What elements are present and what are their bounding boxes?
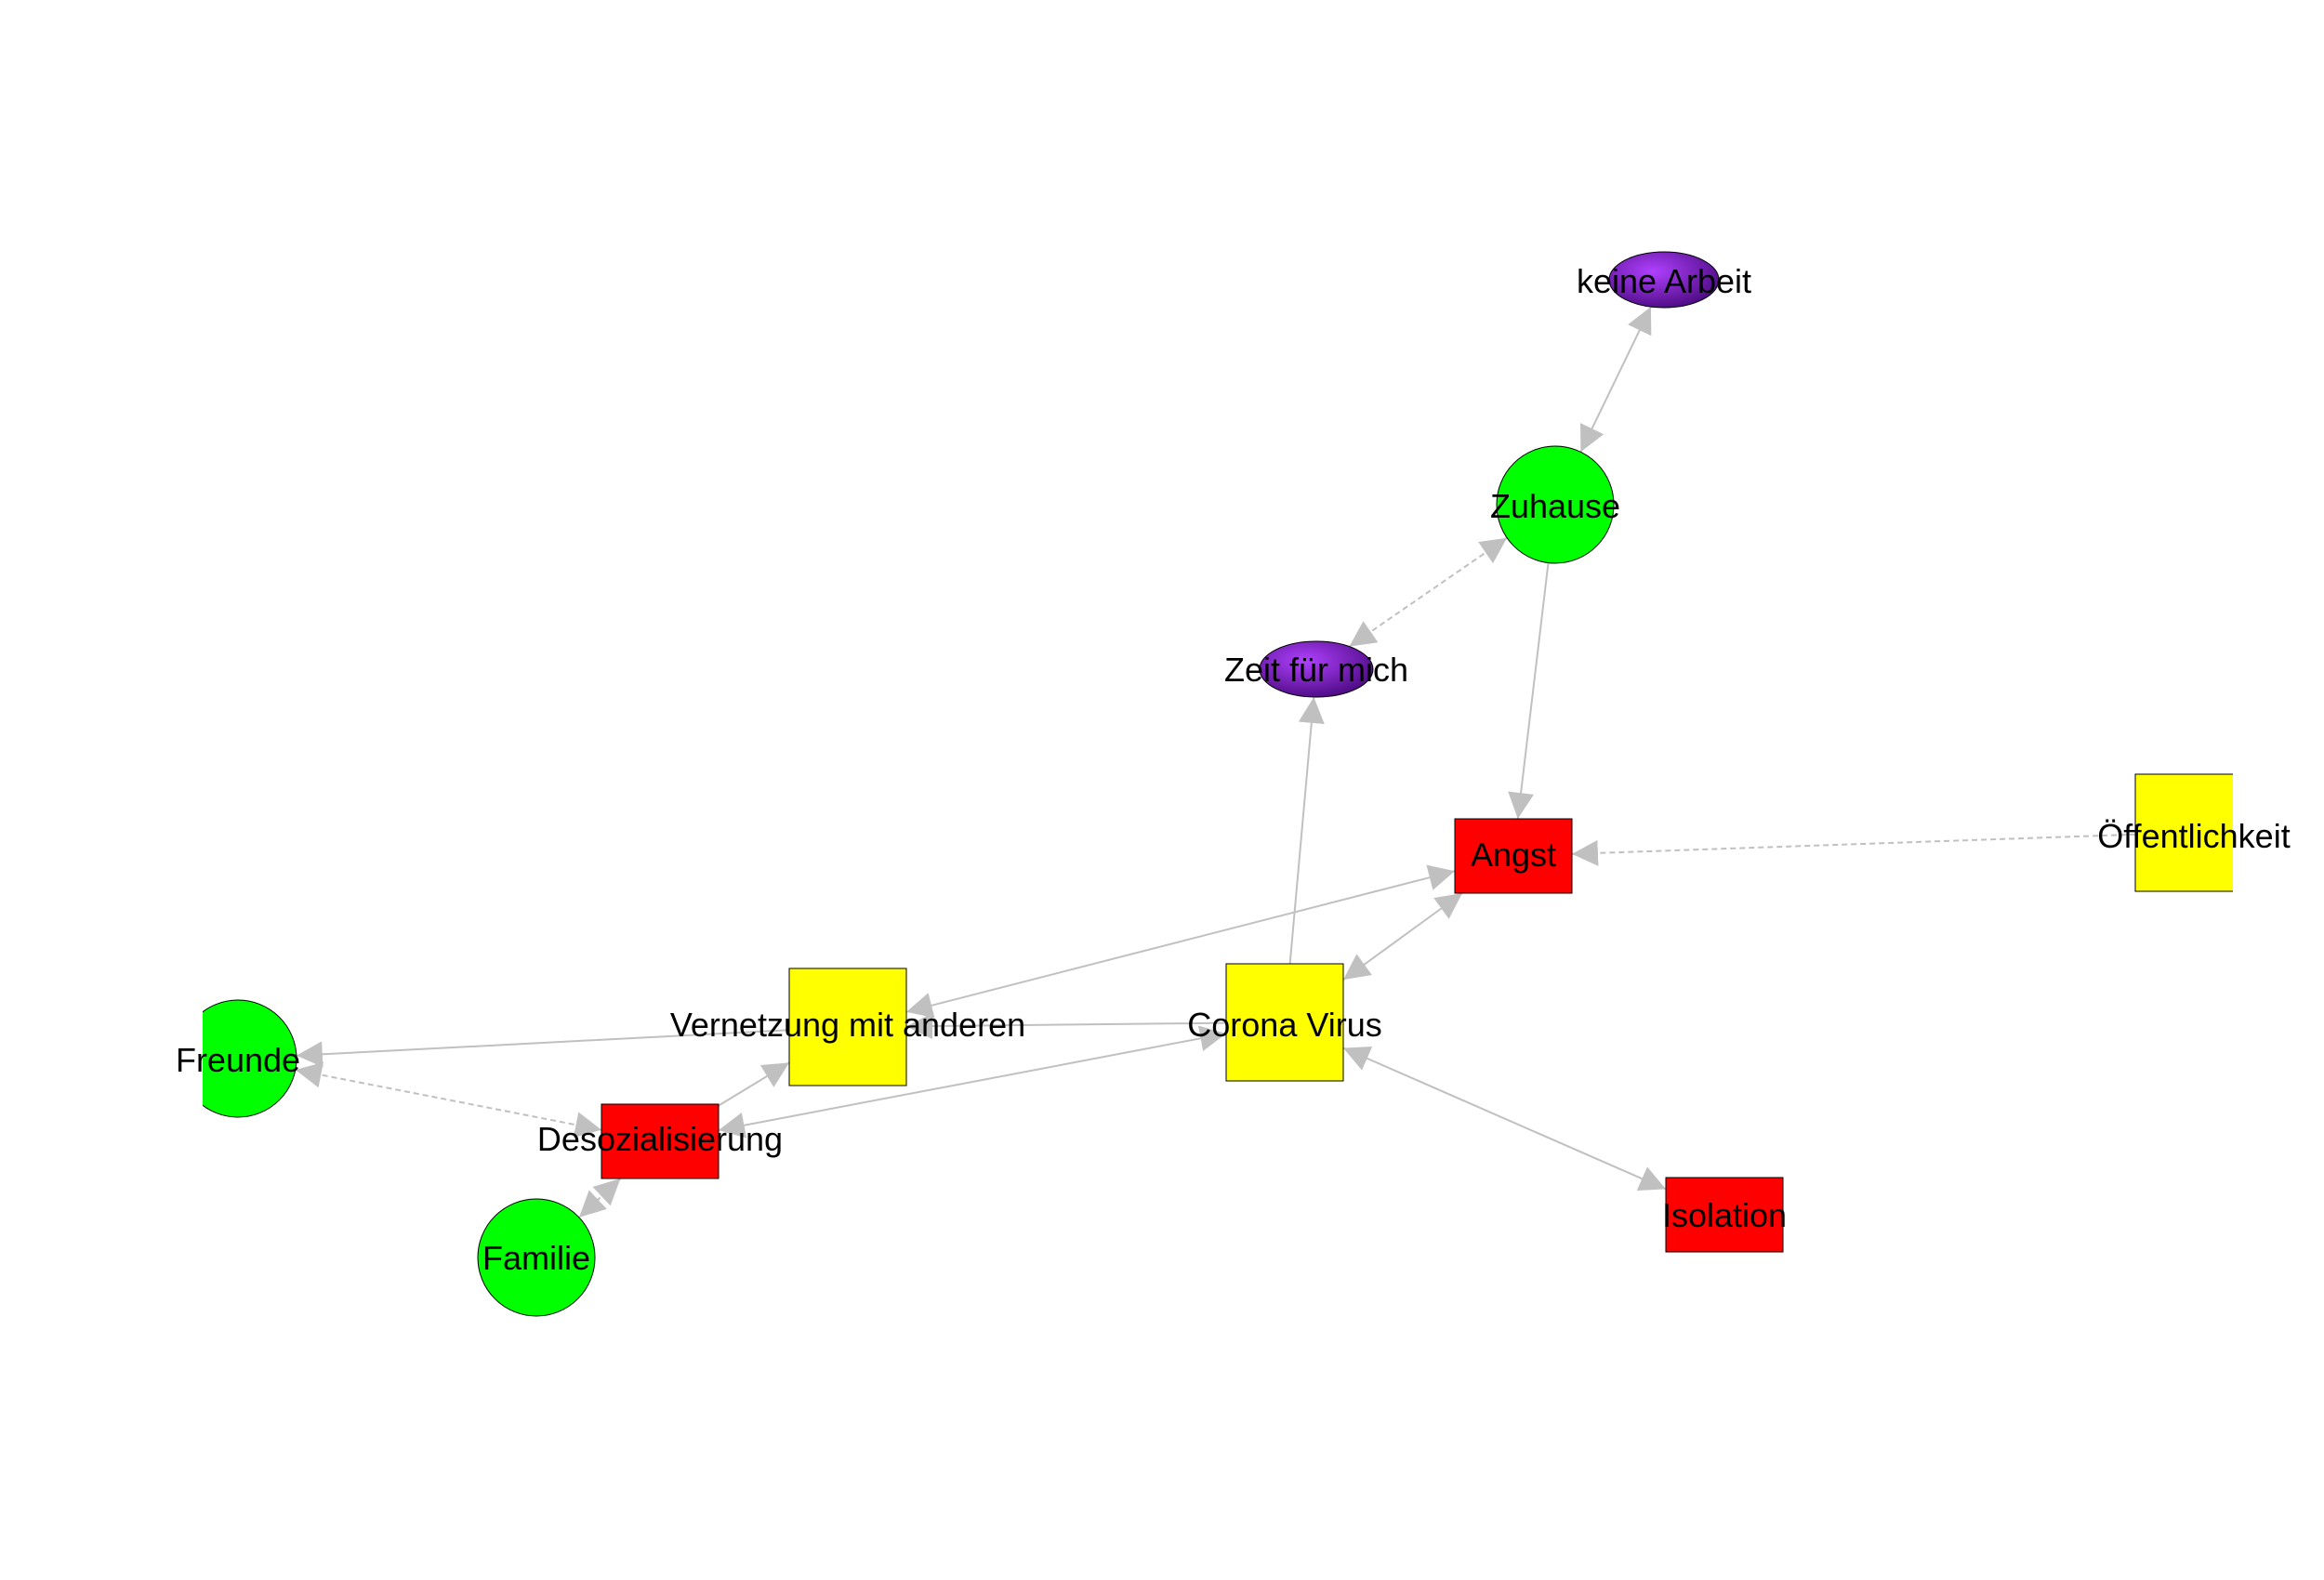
node-oeffentlichkeit [2134,773,2233,892]
edge-vernetzung-to-freunde [296,1029,790,1068]
edge-zuhause-to-keine_arbeit [1579,306,1652,453]
edge-zuhause-to-angst [1508,562,1550,820]
label-oeffentlichkeit: Öffentlichkeit [2097,817,2290,855]
edge-corona-to-zeit_fuer_mich [1288,696,1325,965]
node-vernetzung [788,968,907,1086]
edge-vernetzung-to-angst [905,864,1456,1019]
node-familie [477,1198,596,1317]
node-labels: keine Arbeit Zuhause Zeit für mich Angst… [176,262,2291,1277]
node-angst [1454,818,1573,894]
label-freunde: Freunde [176,1041,300,1079]
node-freunde [203,999,297,1118]
edge-desozialisierung-to-familie [578,1178,622,1218]
edge-corona-to-isolation [1342,1046,1667,1192]
label-vernetzung: Vernetzung mit anderen [670,1006,1025,1044]
edge-desozialisierung-to-freunde [295,1061,602,1139]
edge-oeffentlichkeit-to-angst [1571,833,2136,866]
edge-desozialisierung-to-corona [718,1025,1227,1139]
edge-corona-to-angst [1342,892,1463,981]
node-desozialisierung [601,1103,720,1179]
label-angst: Angst [1471,836,1556,874]
node-zuhause [1496,445,1615,564]
node-keine_arbeit [1608,251,1720,309]
edges [295,306,2136,1218]
label-zeit-fuer-mich: Zeit für mich [1224,651,1408,689]
node-corona [1225,963,1344,1082]
node-zeit_fuer_mich [1259,640,1374,698]
edge-zuhause-to-zeit_fuer_mich [1348,536,1508,648]
label-zuhause: Zuhause [1490,487,1620,525]
label-familie: Familie [482,1239,590,1277]
node-isolation [1665,1177,1784,1253]
label-corona: Corona Virus [1187,1006,1381,1044]
label-desozialisierung: Desozialisierung [537,1120,783,1158]
label-keine-arbeit: keine Arbeit [1577,262,1751,300]
edge-desozialisierung-to-vernetzung [718,1061,790,1107]
nodes [203,251,2233,1317]
label-isolation: Isolation [1662,1196,1787,1234]
